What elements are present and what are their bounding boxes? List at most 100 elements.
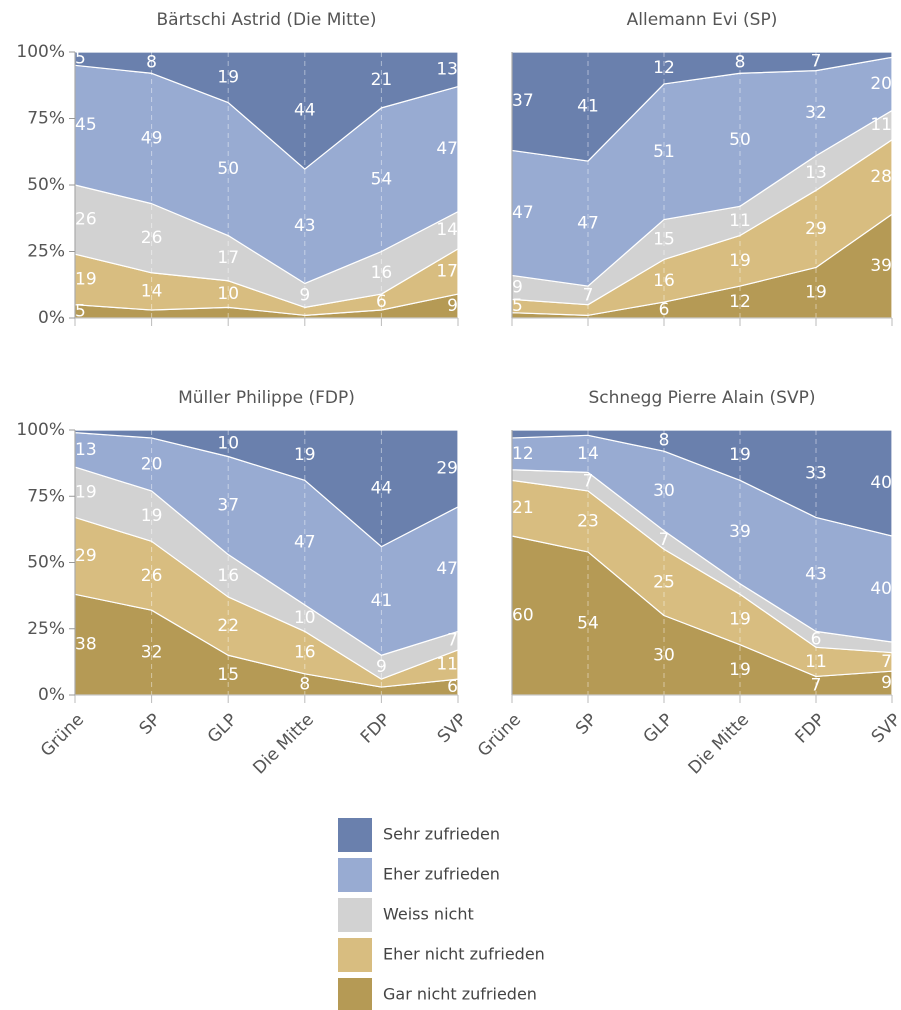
- area: [511, 51, 893, 162]
- data-label: 16: [294, 643, 316, 663]
- data-label: 21: [512, 498, 534, 518]
- data-label: 26: [141, 566, 163, 586]
- area: [74, 51, 459, 170]
- data-label: 50: [729, 130, 751, 150]
- data-label: 19: [75, 269, 97, 289]
- data-label: 9: [447, 296, 458, 316]
- data-label: 17: [217, 248, 239, 268]
- data-label: 7: [811, 51, 822, 71]
- data-label: 45: [75, 115, 97, 135]
- data-label: 44: [294, 101, 316, 121]
- x-tick-label: FDP: [357, 710, 395, 748]
- legend-label: Eher zufrieden: [383, 865, 500, 884]
- y-tick-label: 100%: [16, 420, 65, 440]
- data-label: 6: [659, 300, 670, 320]
- data-label: 5: [75, 301, 86, 321]
- data-label: 41: [371, 591, 393, 611]
- data-label: 16: [371, 263, 393, 283]
- y-tick-label: 0%: [38, 685, 65, 705]
- data-label: 16: [217, 566, 239, 586]
- data-label: 19: [729, 251, 751, 271]
- data-label: 9: [376, 657, 387, 677]
- x-tick-label: Grüne: [37, 710, 88, 761]
- data-label: 5: [75, 49, 86, 69]
- data-label: 49: [141, 128, 163, 148]
- data-label: 9: [512, 277, 523, 297]
- data-label: 16: [653, 271, 675, 291]
- data-label: 47: [436, 559, 458, 579]
- data-label: 37: [512, 91, 534, 111]
- data-label: 47: [512, 203, 534, 223]
- data-label: 14: [436, 220, 458, 240]
- data-label: 20: [141, 454, 163, 474]
- data-label: 29: [436, 458, 458, 478]
- x-tick-label: FDP: [792, 710, 830, 748]
- data-label: 12: [729, 292, 751, 312]
- x-tick-label: Die Mitte: [249, 710, 317, 778]
- data-label: 10: [217, 284, 239, 304]
- data-label: 9: [881, 673, 892, 693]
- data-label: 19: [217, 67, 239, 87]
- data-label: 60: [512, 606, 534, 626]
- data-label: 11: [805, 652, 827, 672]
- data-label: 7: [881, 652, 892, 672]
- data-label: 13: [75, 440, 97, 460]
- data-label: 29: [805, 219, 827, 239]
- panel-title: Schnegg Pierre Alain (SVP): [589, 388, 816, 408]
- data-label: 7: [659, 530, 670, 550]
- legend-swatch: [338, 858, 372, 892]
- data-label: 19: [294, 445, 316, 465]
- data-label: 6: [376, 292, 387, 312]
- data-label: 30: [653, 481, 675, 501]
- data-label: 15: [217, 665, 239, 685]
- data-label: 47: [294, 533, 316, 553]
- data-label: 10: [294, 608, 316, 628]
- x-tick-label: GLP: [204, 710, 241, 747]
- data-label: 39: [729, 522, 751, 542]
- data-label: 7: [583, 285, 594, 305]
- data-label: 11: [729, 211, 751, 231]
- x-tick-label: GLP: [640, 710, 677, 747]
- data-label: 8: [735, 53, 746, 73]
- data-label: 39: [870, 256, 892, 276]
- legend-swatch: [338, 978, 372, 1010]
- panel-title: Allemann Evi (SP): [627, 10, 778, 30]
- data-label: 25: [653, 572, 675, 592]
- data-label: 7: [447, 631, 458, 651]
- data-label: 19: [729, 445, 751, 465]
- data-label: 26: [75, 210, 97, 230]
- data-label: 19: [75, 482, 97, 502]
- data-label: 43: [805, 564, 827, 584]
- data-label: 8: [146, 53, 157, 73]
- data-label: 29: [75, 546, 97, 566]
- data-label: 54: [371, 170, 393, 190]
- data-label: 40: [870, 579, 892, 599]
- data-label: 8: [299, 674, 310, 694]
- data-label: 20: [870, 74, 892, 94]
- x-tick-label: SVP: [868, 710, 901, 747]
- legend-swatch: [338, 938, 372, 972]
- y-tick-label: 100%: [16, 42, 65, 62]
- data-label: 10: [217, 433, 239, 453]
- data-label: 12: [653, 58, 675, 78]
- panel-title: Müller Philippe (FDP): [178, 388, 355, 408]
- data-label: 23: [577, 511, 599, 531]
- data-label: 14: [577, 444, 599, 464]
- data-label: 26: [141, 228, 163, 248]
- legend-swatch: [338, 898, 372, 932]
- data-label: 44: [371, 478, 393, 498]
- data-label: 13: [805, 163, 827, 183]
- data-label: 7: [583, 472, 594, 492]
- area: [511, 429, 893, 537]
- data-label: 6: [811, 629, 822, 649]
- data-label: 7: [811, 676, 822, 696]
- x-tick-label: Die Mitte: [685, 710, 753, 778]
- legend-swatch: [338, 818, 372, 852]
- data-label: 22: [217, 616, 239, 636]
- data-label: 30: [653, 645, 675, 665]
- data-label: 9: [299, 285, 310, 305]
- data-label: 12: [512, 444, 534, 464]
- data-label: 19: [729, 609, 751, 629]
- y-tick-label: 75%: [27, 109, 65, 129]
